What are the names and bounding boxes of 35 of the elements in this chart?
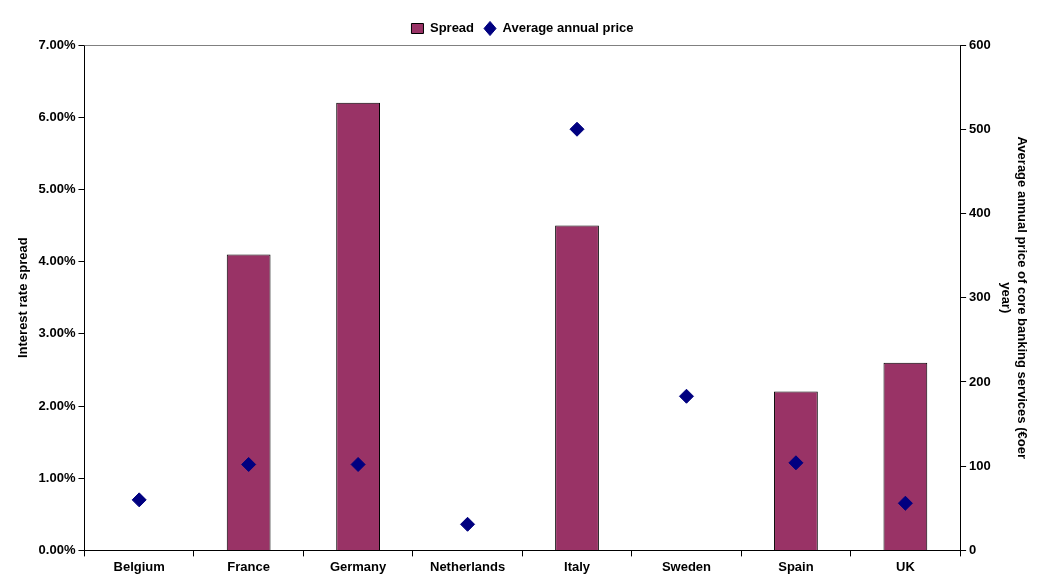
y2-tick-label: 300	[969, 289, 991, 305]
point	[241, 456, 257, 472]
y-tick-label: 7.00%	[38, 36, 76, 52]
y2-tick-label: 500	[969, 120, 991, 136]
x-tick-label: Italy	[564, 558, 591, 574]
legend-label: Average annual price	[502, 20, 634, 36]
y2-tick-label: 0	[969, 541, 977, 557]
x-tick-label: Netherlands	[429, 558, 506, 574]
y2-tick-label: 200	[969, 373, 991, 389]
x-tick-label: Spain	[778, 558, 814, 574]
y-tick-label: 6.00%	[38, 108, 76, 124]
y2-tick-label: 100	[969, 457, 991, 473]
y2-tick-label: 600	[969, 36, 991, 52]
y-axis-title: Interest rate spread	[15, 237, 31, 359]
point	[897, 495, 913, 511]
legend-label: Spread	[429, 20, 475, 36]
y-tick-label: 5.00%	[38, 180, 76, 196]
y-tick-label: 1.00%	[38, 469, 76, 485]
point	[460, 516, 476, 532]
y-tick-label: 0.00%	[38, 541, 76, 557]
point	[131, 492, 147, 508]
y-tick-label: 2.00%	[38, 397, 76, 413]
x-tick-label: Sweden	[661, 558, 712, 574]
y2-tick-label: 400	[969, 205, 991, 221]
point	[678, 388, 694, 404]
y2-axis-title: Average annual price of core banking services (€oer year)	[999, 136, 1030, 459]
point	[350, 456, 366, 472]
x-tick-label: France	[227, 558, 270, 574]
x-tick-label: Belgium	[113, 558, 165, 574]
x-tick-label: UK	[895, 558, 916, 574]
y-tick-label: 4.00%	[38, 253, 76, 269]
point	[569, 121, 585, 137]
point	[788, 455, 804, 471]
y-tick-label: 3.00%	[38, 325, 76, 341]
x-tick-label: Germany	[329, 558, 388, 574]
